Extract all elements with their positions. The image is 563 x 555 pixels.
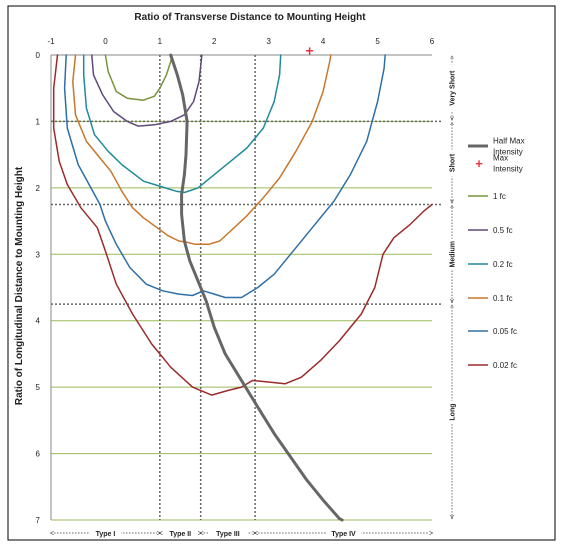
tick-layer: -1 0 1 2 3 4 5 6 0 1 2 3 4 5 6 7 — [36, 37, 435, 525]
y-tick-label-3: 3 — [36, 250, 41, 259]
type-band-arrow-right-3: > — [429, 531, 433, 538]
y-tick-label-2: 2 — [36, 184, 41, 193]
x-tick-label-5: 4 — [321, 37, 326, 46]
series-line-5 — [52, 54, 433, 396]
legend-label-1-1: Intensity — [493, 165, 523, 174]
type-band-arrow-right-0: > — [157, 531, 161, 538]
x-tick-label-3: 2 — [212, 37, 217, 46]
type-band-label-0: Type I — [96, 531, 116, 538]
x-tick-label-4: 3 — [266, 37, 271, 46]
y-tick-label-7: 7 — [36, 516, 41, 525]
marker-layer: + — [305, 43, 313, 59]
series-line-6 — [169, 53, 344, 522]
range-band-arrow-top-0: ^ — [450, 56, 454, 63]
range-band-arrow-bottom-1: v — [450, 198, 454, 205]
range-band-label-bg-3 — [447, 400, 457, 424]
legend-label-4-0: 0.2 fc — [493, 260, 513, 269]
y-axis-label: Ratio of Longitudinal Distance to Mounti… — [14, 166, 25, 405]
legend-label-1-0: Max — [493, 154, 508, 163]
band-layer: < >Type I < >Type II < >Type III < >Type IV^vVe… — [50, 56, 457, 538]
series-line-3 — [72, 54, 332, 246]
type-band-label-bg-0 — [89, 528, 122, 538]
type-band-arrow-left-1: < — [159, 531, 163, 538]
range-band-arrow-top-1: ^ — [450, 122, 454, 129]
range-band-arrow-top-2: ^ — [450, 205, 454, 212]
x-tick-label-6: 5 — [375, 37, 380, 46]
x-tick-label-7: 6 — [430, 37, 435, 46]
y-tick-label-5: 5 — [36, 383, 41, 392]
type-band-arrow-left-2: < — [200, 531, 204, 538]
range-band-arrow-bottom-0: v — [450, 115, 454, 122]
legend-label-7-0: 0.02 fc — [493, 361, 517, 370]
x-tick-label-2: 1 — [158, 37, 163, 46]
range-band-arrow-top-3: ^ — [450, 305, 454, 312]
x-tick-label-1: 0 — [103, 37, 108, 46]
legend-label-0-1: Intensity — [493, 148, 523, 157]
chart-title: Ratio of Transverse Distance to Mounting… — [134, 12, 366, 23]
range-band-label-bg-0 — [447, 64, 457, 113]
legend-label-5-0: 0.1 fc — [493, 294, 513, 303]
legend-label-3-0: 0.5 fc — [493, 226, 513, 235]
legend-label-2-0: 1 fc — [493, 192, 506, 201]
series-line-1 — [91, 54, 203, 127]
type-band-arrow-left-0: < — [50, 531, 54, 538]
chart-border — [7, 5, 556, 541]
type-band-label-bg-3 — [325, 528, 362, 538]
range-band-label-bg-1 — [447, 149, 457, 177]
range-band-label-3: Long — [450, 403, 457, 420]
range-band-label-1: Short — [450, 153, 457, 172]
range-band-arrow-bottom-2: v — [450, 298, 454, 305]
series-line-2 — [82, 54, 282, 194]
type-band-label-2: Type III — [216, 531, 240, 538]
x-tick-label-0: -1 — [47, 37, 55, 46]
y-tick-label-6: 6 — [36, 450, 41, 459]
type-band-label-3: Type IV — [331, 531, 356, 538]
type-band-label-1: Type II — [169, 531, 191, 538]
type-band-label-bg-2 — [208, 528, 248, 538]
series-layer — [52, 53, 433, 522]
type-band-label-bg-1 — [162, 528, 198, 538]
range-band-arrow-bottom-3: v — [450, 514, 454, 521]
type-band-arrow-right-2: > — [252, 531, 256, 538]
range-band-label-0: Very Short — [450, 70, 457, 106]
max-intensity-marker: + — [305, 43, 313, 59]
series-line-0 — [104, 54, 173, 101]
legend-label-0-0: Half Max — [493, 137, 525, 146]
y-tick-label-0: 0 — [36, 51, 41, 60]
legend-label-6-0: 0.05 fc — [493, 327, 517, 336]
range-band-label-bg-2 — [447, 238, 457, 270]
legend-symbol-1: + — [475, 156, 483, 171]
type-band-arrow-right-1: > — [198, 531, 202, 538]
y-tick-label-1: 1 — [36, 117, 41, 126]
y-tick-label-4: 4 — [36, 317, 41, 326]
range-band-label-2: Medium — [450, 241, 457, 267]
type-band-arrow-left-3: < — [254, 531, 258, 538]
